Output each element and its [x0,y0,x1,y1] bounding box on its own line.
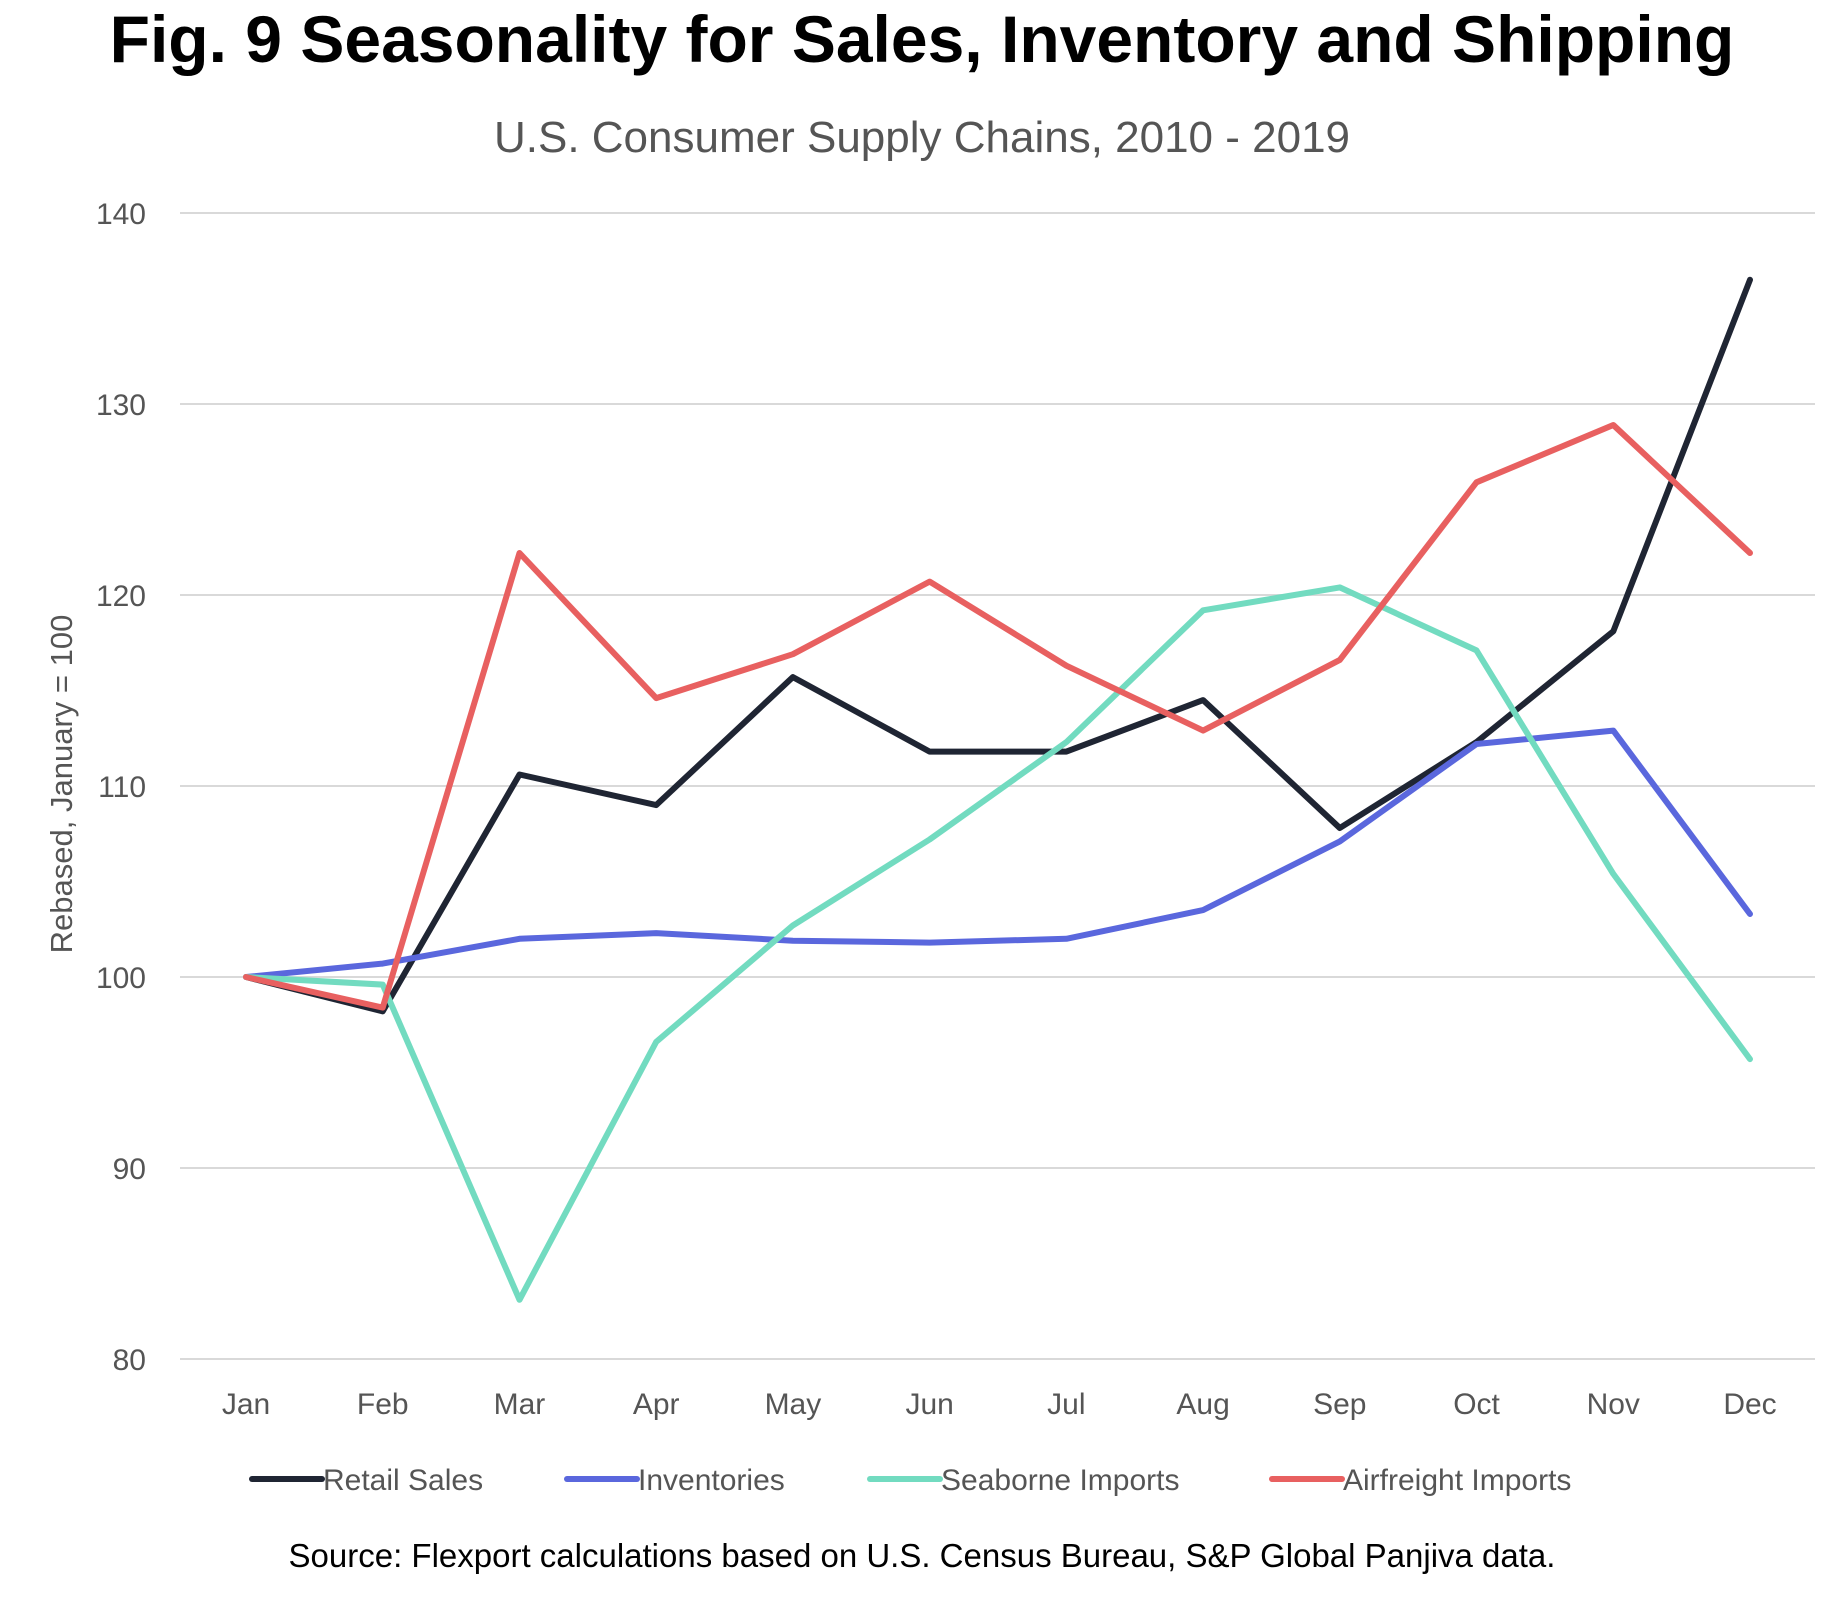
y-tick-label: 120 [96,580,146,613]
x-tick-label: Dec [1723,1388,1776,1421]
x-tick-label: Oct [1453,1388,1500,1421]
legend: Retail Sales Inventories Seaborne Imports A… [249,1464,1571,1497]
series-lines [243,276,1753,1303]
x-tick-label: Aug [1176,1388,1229,1421]
legend-item-seaborne-imports: Seaborne Imports [867,1464,1179,1497]
x-tick-label: May [765,1388,822,1421]
x-tick-label: Sep [1313,1388,1366,1421]
x-tick-label: Mar [494,1388,546,1421]
legend-label: Seaborne Imports [941,1464,1179,1497]
y-axis-label: Rebased, January = 100 [44,615,79,954]
series-line-retail-sales [243,276,1753,1015]
y-tick-label: 140 [96,198,146,231]
legend-label: Retail Sales [323,1464,483,1497]
y-tick-label: 100 [96,962,146,995]
x-tick-label: Jan [222,1388,270,1421]
x-tick-label: Jul [1047,1388,1085,1421]
x-axis-ticks: Jan Feb Mar Apr May Jun Jul Aug Sep Oct Nov Dec [222,1388,1777,1421]
y-axis-ticks: 80 90 100 110 120 130 140 [96,198,146,1377]
y-tick-label: 90 [113,1153,146,1186]
legend-item-retail-sales: Retail Sales [249,1464,483,1497]
x-tick-label: Nov [1587,1388,1640,1421]
x-tick-label: Feb [357,1388,409,1421]
x-tick-label: Apr [633,1388,680,1421]
legend-label: Inventories [638,1464,785,1497]
legend-label: Airfreight Imports [1343,1464,1571,1497]
legend-item-airfreight-imports: Airfreight Imports [1269,1464,1571,1497]
y-tick-label: 110 [98,771,146,804]
y-tick-label: 130 [96,389,146,422]
series-line-airfreight-imports [243,422,1753,1011]
chart-subtitle: U.S. Consumer Supply Chains, 2010 - 2019 [494,113,1350,162]
source-note: Source: Flexport calculations based on U… [289,1537,1556,1574]
chart-title: Fig. 9 Seasonality for Sales, Inventory … [110,2,1735,76]
legend-item-inventories: Inventories [564,1464,785,1497]
series-line-seaborne-imports [243,584,1753,1303]
series-line-inventories [243,727,1753,980]
y-tick-label: 80 [113,1344,146,1377]
gridlines [180,212,1815,1360]
x-tick-label: Jun [905,1388,953,1421]
